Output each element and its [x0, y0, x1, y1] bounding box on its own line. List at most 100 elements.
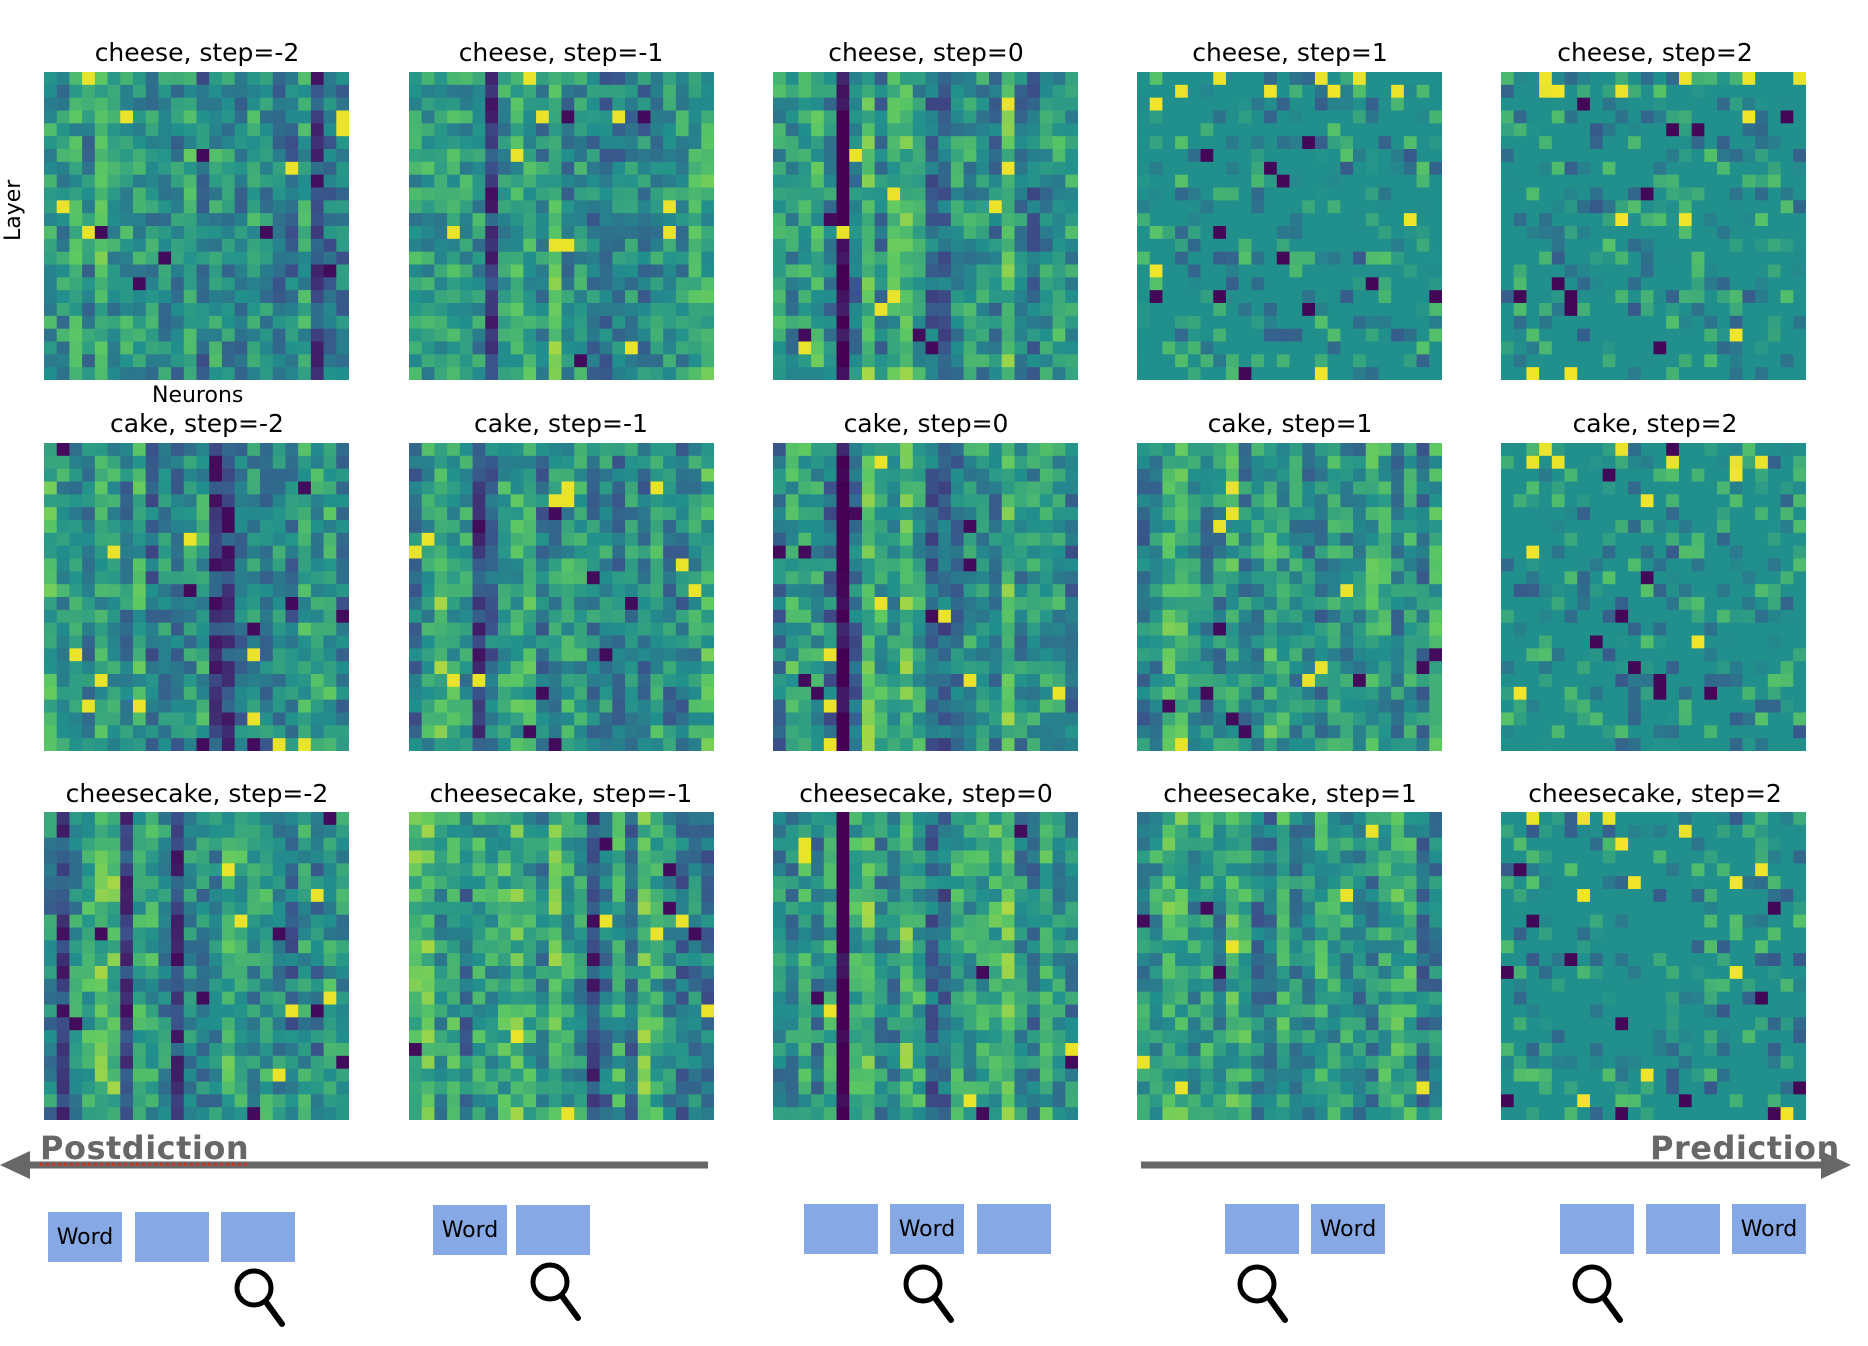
heatmap-cell — [1039, 277, 1054, 291]
heatmap-cell — [900, 136, 914, 150]
heatmap-cell — [56, 635, 71, 649]
heatmap-cell — [485, 648, 499, 662]
heatmap-cell — [612, 354, 626, 368]
heatmap-cell — [1175, 110, 1189, 124]
heatmap-cell — [1238, 303, 1252, 317]
heatmap-cell — [1780, 149, 1794, 163]
heatmap-cell — [120, 187, 134, 201]
heatmap-cell — [1314, 609, 1329, 624]
heatmap-cell — [485, 443, 499, 457]
heatmap-cell — [1027, 494, 1041, 508]
heatmap-cell — [861, 699, 876, 714]
heatmap-cell — [1052, 481, 1066, 495]
heatmap-cell — [1615, 341, 1629, 355]
heatmap-cell — [1238, 507, 1252, 521]
heatmap-cell — [561, 558, 575, 572]
heatmap-cell — [1175, 72, 1189, 86]
heatmap-cell — [171, 661, 185, 675]
heatmap-cell — [171, 635, 185, 649]
heatmap-cell — [1501, 277, 1515, 291]
heatmap-cell — [298, 507, 312, 521]
heatmap-cell — [773, 251, 787, 266]
heatmap-cell — [1314, 149, 1329, 163]
heatmap-cell — [1314, 213, 1329, 227]
heatmap-cell — [120, 84, 134, 99]
heatmap-cell — [285, 149, 299, 163]
heatmap-cell — [247, 443, 261, 457]
heatmap-cell — [1149, 226, 1164, 240]
heatmap-cell — [145, 226, 159, 240]
heatmap-cell — [298, 635, 312, 649]
heatmap-cell — [912, 303, 927, 317]
heatmap-cell — [823, 264, 838, 278]
heatmap-cell — [1653, 123, 1667, 137]
heatmap-cell — [1416, 290, 1430, 304]
heatmap-cell — [701, 494, 714, 508]
heatmap-cell — [586, 277, 601, 291]
heatmap-cell — [663, 97, 677, 112]
heatmap-cell — [989, 712, 1003, 726]
heatmap-cell — [688, 455, 702, 470]
heatmap-cell — [120, 174, 134, 189]
heatmap-cell — [285, 584, 299, 598]
heatmap-cell — [1653, 213, 1667, 227]
heatmap-cell — [586, 609, 601, 624]
heatmap-cell — [1391, 443, 1405, 457]
heatmap-cell — [925, 686, 939, 701]
heatmap-cell — [599, 303, 613, 317]
heatmap-cell — [1365, 341, 1380, 355]
heatmap-cell — [650, 123, 664, 137]
heatmap-cell — [887, 584, 901, 598]
heatmap-cell — [1501, 174, 1515, 189]
heatmap-cell — [1416, 328, 1430, 343]
heatmap-cell — [836, 238, 850, 253]
heatmap-cell — [1276, 622, 1291, 637]
heatmap-cell — [1602, 277, 1616, 291]
heatmap-cell — [976, 213, 990, 227]
heatmap-cell — [336, 123, 349, 137]
heatmap-cell — [472, 520, 486, 534]
heatmap-cell — [1429, 622, 1442, 637]
heatmap-cell — [260, 213, 274, 227]
heatmap-cell — [145, 367, 159, 380]
heatmap-cell — [1340, 97, 1354, 112]
heatmap-cell — [1251, 238, 1265, 253]
heatmap-cell — [158, 290, 172, 304]
heatmap-cell — [336, 597, 349, 611]
heatmap-cell — [561, 494, 575, 508]
heatmap-cell — [548, 571, 563, 585]
heatmap-cell — [272, 110, 287, 124]
heatmap-cell — [1678, 200, 1693, 214]
heatmap-cell — [1501, 354, 1515, 368]
heatmap-cell — [912, 328, 927, 343]
heatmap-cell — [510, 264, 524, 278]
panel-title-cheese-0: cheese, step=0 — [828, 38, 1024, 67]
heatmap-cell — [663, 609, 677, 624]
heatmap-cell — [523, 123, 537, 137]
heatmap-cell — [1353, 200, 1367, 214]
heatmap-cell — [120, 213, 134, 227]
heatmap-cell — [171, 455, 185, 470]
heatmap-cell — [234, 290, 248, 304]
heatmap-cell — [836, 367, 850, 380]
heatmap-cell — [650, 443, 664, 457]
heatmap-cell — [625, 264, 639, 278]
heatmap-cell — [272, 72, 287, 86]
heatmap-cell — [1014, 251, 1028, 266]
heatmap-cell — [485, 571, 499, 585]
heatmap-cell — [434, 367, 448, 380]
heatmap-cell — [56, 226, 71, 240]
heatmap-cell — [1704, 367, 1718, 380]
heatmap-cell — [1200, 161, 1214, 176]
heatmap-cake-1 — [1137, 443, 1442, 751]
heatmap-cell — [272, 328, 287, 343]
heatmap-cell — [1213, 609, 1227, 624]
heatmap-cell — [1014, 354, 1028, 368]
heatmap-cell — [1628, 367, 1642, 380]
heatmap-cell — [912, 455, 927, 470]
heatmap-cell — [900, 123, 914, 137]
heatmap-cell — [561, 341, 575, 355]
heatmap-cell — [209, 494, 223, 508]
heatmap-cell — [785, 354, 800, 368]
heatmap-cell — [82, 238, 96, 253]
